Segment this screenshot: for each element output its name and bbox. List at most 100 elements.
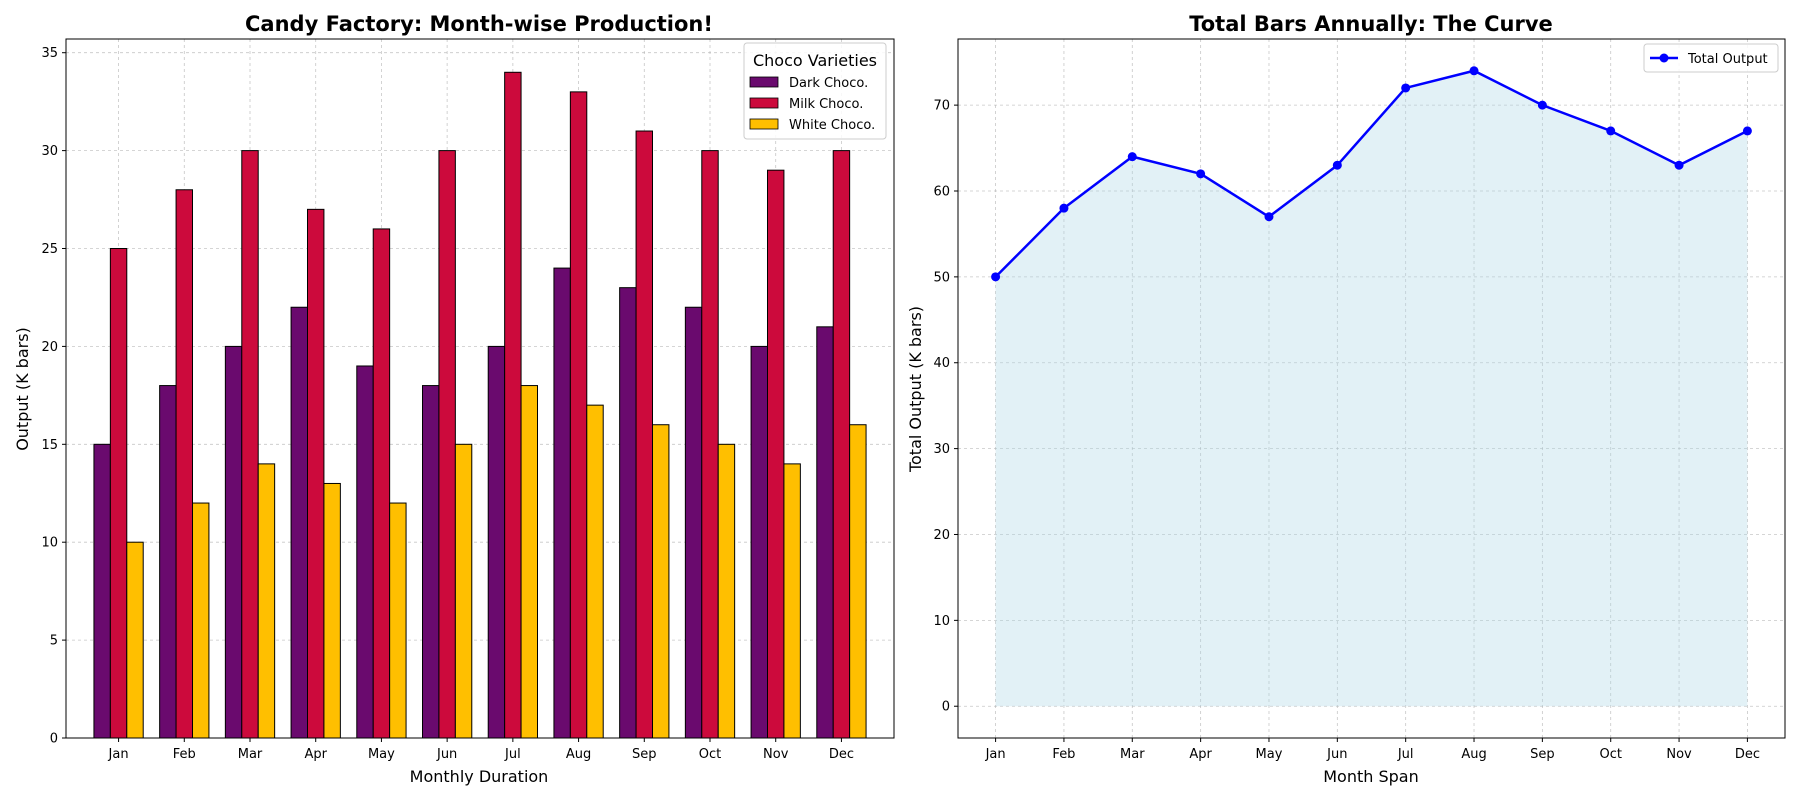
y-tick-label: 70 xyxy=(933,99,950,114)
bar-chart-x-axis-label: Monthly Duration xyxy=(410,767,549,786)
bar-milk-choco-jan xyxy=(109,248,128,739)
bar-dark-choco-jan xyxy=(93,443,111,739)
bar-white-choco-sep xyxy=(652,424,670,739)
x-tick-label: Dec xyxy=(829,747,854,762)
total-output-line-chart: Total Bars Annually: The Curve Month Spa… xyxy=(906,12,1786,786)
bar-white-choco-mar xyxy=(257,463,276,739)
line-chart-y-axis-label: Total Output (K bars) xyxy=(906,306,925,473)
y-tick-label: 0 xyxy=(942,700,950,715)
y-tick-label: 10 xyxy=(41,536,58,551)
x-tick-label: May xyxy=(1256,747,1283,762)
x-tick-label: May xyxy=(368,747,395,762)
x-tick-label: Feb xyxy=(173,747,196,762)
y-tick-label: 30 xyxy=(41,144,58,159)
line-chart-legend: Total Output xyxy=(1643,43,1779,73)
x-tick-label: Sep xyxy=(632,747,657,762)
line-chart-x-axis-label: Month Span xyxy=(1323,767,1419,786)
bar-milk-choco-nov xyxy=(767,169,785,739)
x-tick-label: Jun xyxy=(1326,747,1347,762)
bar-dark-choco-may xyxy=(356,365,374,739)
bar-white-choco-dec xyxy=(849,424,867,739)
x-tick-label: Jun xyxy=(436,747,457,762)
line-chart-title: Total Bars Annually: The Curve xyxy=(1189,12,1553,36)
bar-milk-choco-aug xyxy=(569,91,588,739)
y-tick-label: 60 xyxy=(933,184,950,199)
bar-milk-choco-dec xyxy=(832,150,851,739)
x-tick-label: Nov xyxy=(1666,747,1692,762)
y-tick-label: 50 xyxy=(933,270,950,285)
bar-chart-legend: Choco Varieties Dark Choco. Milk Choco. … xyxy=(743,42,887,140)
x-tick-label: Apr xyxy=(1189,747,1212,762)
y-tick-label: 20 xyxy=(933,528,950,543)
x-tick-label: Mar xyxy=(238,747,263,762)
point-total-output-jun xyxy=(1332,160,1342,170)
bar-white-choco-may xyxy=(389,502,407,739)
bar-white-choco-oct xyxy=(717,443,736,739)
line-chart-points xyxy=(991,66,1752,282)
point-total-output-feb xyxy=(1059,203,1069,213)
bar-milk-choco-feb xyxy=(175,189,193,739)
bar-milk-choco-sep xyxy=(635,130,653,739)
point-total-output-jan xyxy=(991,272,1001,282)
line-chart-series-line xyxy=(994,69,1748,278)
legend-swatch-white-choco xyxy=(749,118,779,130)
bar-dark-choco-nov xyxy=(750,345,768,739)
bar-dark-choco-oct xyxy=(684,306,703,739)
bar-white-choco-apr xyxy=(323,482,341,739)
y-tick-label: 25 xyxy=(41,242,58,257)
line-chart-ticks: 0 10 20 30 40 50 60 70 Jan Feb Mar Apr May Jun Jul Aug S… xyxy=(933,99,1760,762)
x-tick-label: Aug xyxy=(566,747,591,762)
legend-swatch-dark-choco xyxy=(749,76,779,88)
x-tick-label: Jan xyxy=(985,747,1006,762)
point-total-output-sep xyxy=(1537,100,1547,110)
bar-milk-choco-apr xyxy=(307,208,325,739)
legend-title: Choco Varieties xyxy=(753,51,877,70)
bar-milk-choco-may xyxy=(372,228,391,739)
point-total-output-jul xyxy=(1401,83,1411,93)
bar-white-choco-jan xyxy=(126,541,144,739)
legend-box xyxy=(1643,43,1779,73)
point-total-output-dec xyxy=(1742,126,1752,136)
bar-white-choco-aug xyxy=(586,404,604,739)
x-tick-label: Jul xyxy=(504,747,521,762)
legend-swatch-milk-choco xyxy=(749,97,779,109)
bar-white-choco-nov xyxy=(783,463,801,739)
bar-dark-choco-jul xyxy=(487,345,506,739)
x-tick-label: Apr xyxy=(304,747,327,762)
y-tick-label: 35 xyxy=(41,46,58,61)
bar-chart-bars xyxy=(93,71,867,739)
point-total-output-apr xyxy=(1196,169,1206,179)
point-total-output-nov xyxy=(1674,160,1684,170)
bar-chart-plot-area xyxy=(65,38,895,739)
x-tick-label: Aug xyxy=(1461,747,1486,762)
point-total-output-may xyxy=(1264,212,1274,222)
bar-dark-choco-aug xyxy=(553,267,571,739)
bar-chart-title: Candy Factory: Month-wise Production! xyxy=(245,12,713,36)
y-tick-label: 5 xyxy=(50,634,58,649)
y-tick-label: 20 xyxy=(41,340,58,355)
y-tick-label: 10 xyxy=(933,614,950,629)
x-tick-label: Feb xyxy=(1052,747,1075,762)
bar-white-choco-feb xyxy=(192,502,210,739)
bar-milk-choco-jul xyxy=(504,71,522,739)
bar-dark-choco-feb xyxy=(159,385,177,739)
x-tick-label: Jan xyxy=(108,747,129,762)
point-total-output-aug xyxy=(1469,66,1479,76)
x-tick-label: Dec xyxy=(1735,747,1760,762)
bar-white-choco-jul xyxy=(520,385,538,739)
x-tick-label: Oct xyxy=(699,747,721,762)
bar-milk-choco-mar xyxy=(241,150,259,739)
legend-box xyxy=(743,42,887,140)
y-tick-label: 40 xyxy=(933,356,950,371)
bar-chart-y-axis-label: Output (K bars) xyxy=(13,327,32,451)
x-tick-label: Sep xyxy=(1530,747,1555,762)
legend-label-milk-choco: Milk Choco. xyxy=(789,97,863,112)
bar-milk-choco-oct xyxy=(701,150,719,739)
x-tick-label: Jul xyxy=(1397,747,1414,762)
bar-dark-choco-apr xyxy=(290,306,309,739)
point-total-output-oct xyxy=(1606,126,1616,136)
bar-dark-choco-mar xyxy=(224,345,243,739)
y-tick-label: 15 xyxy=(41,438,58,453)
line-chart-area-fill xyxy=(995,70,1748,707)
